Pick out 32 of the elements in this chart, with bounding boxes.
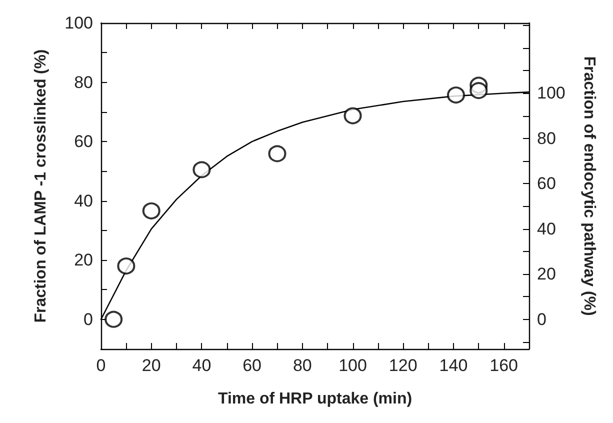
- y2-tick-label: 40: [537, 219, 556, 238]
- y-tick-label: 20: [74, 250, 93, 270]
- y2-tick-label: 100: [537, 84, 566, 103]
- x-tick-label: 0: [96, 356, 106, 375]
- y-tick-label: 60: [74, 132, 93, 152]
- point: [104, 310, 123, 328]
- x-tick-label: 160: [490, 356, 518, 375]
- x-tick-label: 20: [142, 356, 161, 375]
- point: [192, 161, 211, 178]
- y2-tick-label: 80: [537, 128, 556, 148]
- x-tick-label: 120: [388, 356, 418, 375]
- x-tick-label: 60: [242, 356, 262, 375]
- x-tick-label: 140: [439, 356, 468, 375]
- y-tick-label: 0: [84, 310, 93, 329]
- x-tick-label: 100: [338, 356, 367, 375]
- x-axis-title: Time of HRP uptake (min): [218, 390, 412, 408]
- y2-tick-label: 20: [537, 264, 556, 284]
- y-tick-label: 40: [74, 191, 93, 210]
- y-tick-label: 100: [64, 14, 93, 32]
- point: [344, 107, 362, 124]
- point: [470, 82, 488, 100]
- x-tick-label: 40: [192, 356, 212, 375]
- x-tick-label: 80: [292, 356, 312, 375]
- point: [268, 145, 286, 162]
- y2-axis-title: Fraction of endocytic pathway (%): [580, 56, 598, 316]
- y2-tick-label: 0: [537, 310, 546, 329]
- point: [447, 86, 465, 104]
- point: [142, 202, 160, 220]
- y-axis-title: Fraction of LAMP -1 crosslinked (%): [32, 49, 50, 323]
- y2-tick-label: 60: [537, 174, 556, 194]
- y-tick-label: 80: [74, 72, 93, 92]
- point: [117, 258, 136, 275]
